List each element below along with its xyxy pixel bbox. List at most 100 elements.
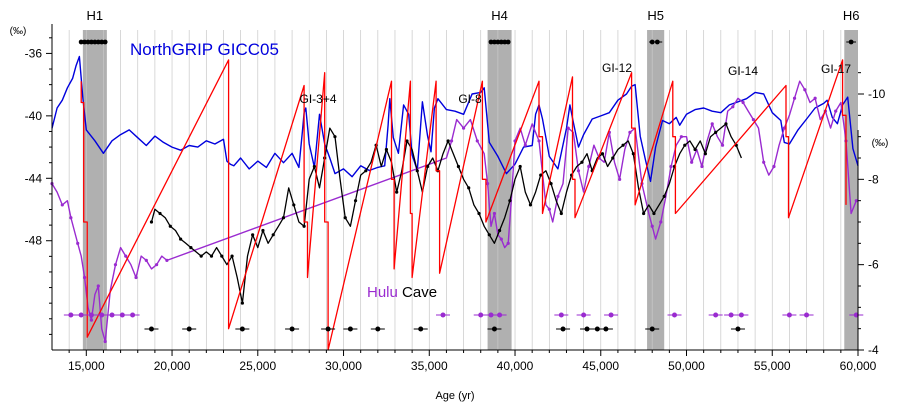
series-point — [425, 164, 430, 169]
series-point — [199, 254, 203, 258]
series-point — [710, 122, 714, 126]
series-point — [209, 254, 214, 258]
x-tick-label: 50,000 — [668, 359, 705, 373]
series-point — [834, 109, 838, 113]
purple-date-point — [672, 312, 678, 318]
series-point — [467, 186, 471, 190]
series-point — [384, 147, 389, 152]
heinrich-age-point — [848, 39, 854, 45]
heinrich-age-point — [89, 39, 94, 45]
series-point — [499, 237, 503, 241]
series-point — [76, 241, 80, 245]
heinrich-label-h1: H1 — [87, 8, 104, 23]
heinrich-age-point — [85, 39, 91, 45]
heinrich-age-point — [498, 39, 504, 45]
series-point — [96, 284, 100, 288]
black-date-point — [347, 326, 353, 332]
heinrich-age-point — [649, 39, 655, 45]
series-point — [60, 203, 64, 207]
legend-cave: Cave — [402, 284, 437, 301]
purple-date-point — [581, 312, 587, 318]
series-point — [587, 164, 591, 169]
heinrich-label-h6: H6 — [843, 8, 860, 23]
heinrich-age-point — [95, 39, 101, 45]
black-date-point — [375, 326, 381, 332]
black-date-point — [186, 326, 192, 332]
heinrich-band-h6 — [844, 30, 858, 350]
heinrich-label-h4: H4 — [491, 8, 508, 23]
series-point — [618, 177, 622, 181]
series-point — [189, 246, 193, 250]
series-point — [650, 224, 654, 228]
series-point — [477, 211, 481, 216]
purple-date-point — [478, 312, 484, 318]
purple-date-point — [497, 312, 503, 318]
black-date-point — [325, 326, 331, 332]
series-lines — [50, 55, 859, 351]
series-point — [679, 135, 683, 139]
series-point — [271, 233, 275, 237]
axes: 15,000 20,000 25,000 30,000 35,000 40,000 45,0… — [10, 24, 888, 402]
x-tick-label: 15,000 — [68, 359, 105, 373]
series-point — [446, 139, 450, 143]
series-point — [652, 211, 656, 216]
series-point — [724, 122, 728, 126]
series-point — [662, 194, 666, 198]
heinrich-bands — [82, 30, 858, 350]
series-point — [751, 118, 755, 122]
series-point — [487, 233, 491, 237]
interstadial-label: GI-3+4 — [299, 92, 336, 106]
series-point — [628, 130, 632, 134]
series-point — [461, 126, 466, 130]
heinrich-band-h4 — [487, 30, 512, 350]
series-point — [333, 135, 337, 139]
x-tick-label: 45,000 — [582, 359, 619, 373]
purple-date-point — [88, 312, 94, 318]
series-point — [611, 156, 615, 160]
series-point — [456, 164, 461, 169]
series-point — [415, 169, 419, 173]
purple-date-point — [804, 312, 810, 318]
dated-points — [63, 39, 864, 332]
series-point — [124, 254, 128, 258]
series-point — [772, 164, 776, 169]
x-tick-label: 60,000 — [840, 359, 877, 373]
x-tick-label: 30,000 — [325, 359, 362, 373]
series-point — [155, 263, 159, 267]
series-point — [292, 203, 296, 207]
purple-date-point — [728, 312, 734, 318]
x-tick-label: 25,000 — [239, 359, 276, 373]
purple-date-point — [78, 312, 84, 318]
series-point — [669, 164, 673, 169]
series-point — [69, 216, 73, 220]
series-point — [475, 139, 479, 143]
heinrich-age-point — [502, 39, 508, 45]
series-label-northgrip: NorthGRIP GICC05 — [130, 40, 279, 59]
heinrich-age-point — [492, 39, 497, 45]
black-date-point — [594, 326, 600, 332]
left-tick-label: -44 — [25, 171, 43, 185]
series-point — [693, 147, 697, 152]
left-unit-label: (‰) — [10, 26, 27, 37]
series-point — [642, 211, 646, 216]
heinrich-age-point — [488, 39, 494, 45]
series-point — [566, 126, 570, 130]
series-point — [803, 88, 807, 92]
series-point — [230, 254, 234, 258]
series-point — [576, 169, 581, 173]
series-point — [549, 182, 553, 186]
series-point — [251, 233, 255, 237]
black-date-point — [584, 326, 590, 332]
series-point — [240, 301, 244, 305]
series-point — [523, 143, 527, 147]
purple-date-point — [558, 312, 564, 318]
black-date-point — [491, 326, 497, 332]
series-point — [659, 220, 663, 224]
series-point — [600, 152, 605, 156]
series-point — [89, 318, 94, 322]
black-date-point — [735, 326, 741, 332]
left-tick-label: -48 — [25, 234, 43, 248]
series-point — [792, 96, 797, 100]
purple-date-point — [99, 312, 105, 318]
series-point — [113, 263, 118, 267]
